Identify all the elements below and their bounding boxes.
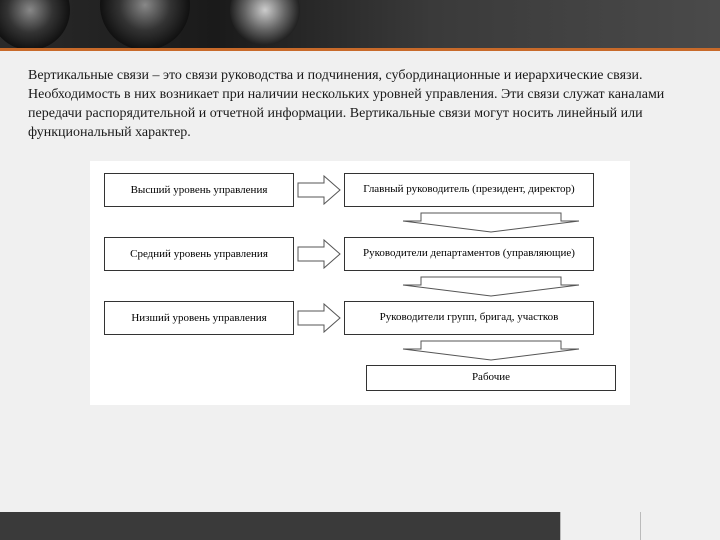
- level-left-box: Низший уровень управления: [104, 301, 294, 335]
- arrow-right-icon: [294, 237, 344, 271]
- decorative-wheel: [0, 0, 70, 48]
- level-left-box: Средний уровень управления: [104, 237, 294, 271]
- diagram-row: Высший уровень управления Главный руково…: [104, 173, 616, 207]
- arrow-down-icon: [366, 339, 616, 361]
- arrow-down-icon: [366, 211, 616, 233]
- body-paragraph: Вертикальные связи – это связи руководст…: [0, 51, 720, 153]
- down-arrow-row: [104, 339, 616, 361]
- arrow-right-icon: [294, 173, 344, 207]
- diagram-row: Низший уровень управления Руководители г…: [104, 301, 616, 335]
- diagram-row: Средний уровень управления Руководители …: [104, 237, 616, 271]
- footer-dark-bar: [0, 512, 560, 540]
- header-decorative-strip: [0, 0, 720, 48]
- footer-strip: [0, 512, 720, 540]
- bottom-box: Рабочие: [366, 365, 616, 391]
- arrow-right-icon: [294, 301, 344, 335]
- footer-cell: [560, 512, 640, 540]
- level-right-box: Руководители департаментов (управляющие): [344, 237, 594, 271]
- decorative-wheel: [100, 0, 190, 48]
- footer-cells: [560, 512, 720, 540]
- level-right-box: Главный руководитель (президент, директо…: [344, 173, 594, 207]
- hierarchy-diagram: Высший уровень управления Главный руково…: [90, 161, 630, 405]
- down-arrow-row: [104, 211, 616, 233]
- level-left-box: Высший уровень управления: [104, 173, 294, 207]
- level-right-box: Руководители групп, бригад, участков: [344, 301, 594, 335]
- diagram-row: Рабочие: [104, 365, 616, 391]
- footer-cell: [640, 512, 720, 540]
- arrow-down-icon: [366, 275, 616, 297]
- down-arrow-row: [104, 275, 616, 297]
- decorative-wheel: [230, 0, 300, 45]
